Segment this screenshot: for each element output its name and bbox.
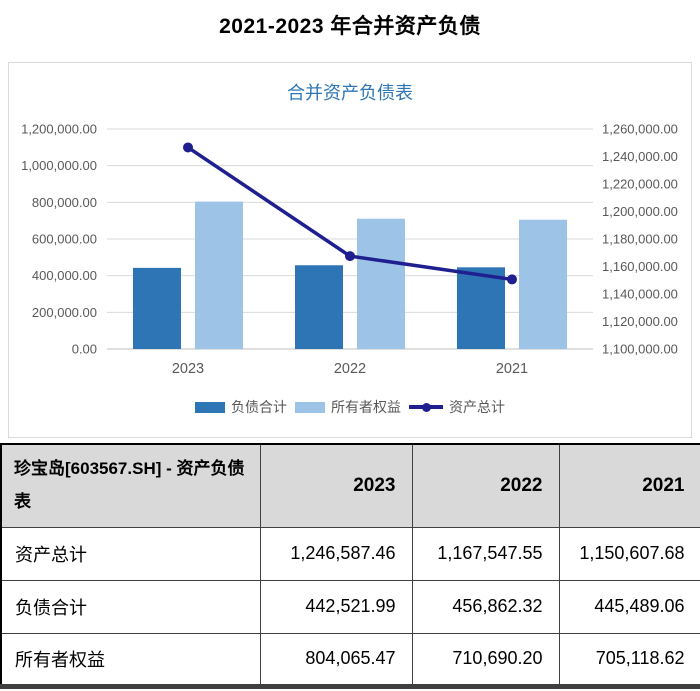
legend-label-total-assets: 资产总计 — [449, 399, 505, 415]
cell-value: 442,521.99 — [259, 579, 413, 634]
chart-title: 合并资产负债表 — [287, 83, 413, 103]
cell-value: 1,150,607.68 — [558, 526, 700, 581]
table-row-liabilities: 负债合计 442,521.99 456,862.32 445,489.06 — [0, 579, 700, 634]
line-marker-2023 — [183, 142, 193, 153]
right-axis-tick: 1,120,000.00 — [602, 314, 678, 329]
table-header-row: 珍宝岛[603567.SH] - 资产负债表 2023 2022 2021 — [0, 443, 700, 528]
cell-value: 804,065.47 — [259, 632, 413, 687]
left-axis-tick: 1,200,000.00 — [21, 122, 97, 137]
right-axis-tick: 1,220,000.00 — [602, 177, 678, 192]
legend-item-liabilities: 负债合计 — [195, 397, 287, 417]
cell-value: 456,862.32 — [411, 579, 560, 634]
bar-负债合计-2021 — [457, 267, 505, 349]
bar-所有者权益-2021 — [519, 219, 567, 349]
bar-所有者权益-2023 — [195, 201, 243, 349]
legend-label-equity: 所有者权益 — [331, 399, 401, 415]
legend-label-liabilities: 负债合计 — [231, 399, 287, 415]
bar-swatch-dark-icon — [195, 401, 225, 413]
bar-swatch-light-icon — [295, 401, 325, 413]
cell-value: 705,118.62 — [558, 632, 700, 687]
balance-sheet-table: 珍宝岛[603567.SH] - 资产负债表 2023 2022 2021 资产… — [0, 443, 700, 689]
category-label-2022: 2022 — [334, 361, 366, 377]
page-title: 2021-2023 年合并资产负债 — [219, 15, 481, 38]
right-axis-tick: 1,240,000.00 — [602, 149, 678, 164]
combo-chart: 0.00 200,000.00 400,000.00 600,000.00 800,00… — [21, 122, 678, 378]
chart-panel: 合并资产负债表 0.00 200,000.00 400,000.00 600,000.… — [8, 62, 692, 438]
right-axis-tick: 1,180,000.00 — [602, 232, 678, 247]
chart-legend: 负债合计 所有者权益 资产总计 — [9, 397, 691, 417]
bar-负债合计-2022 — [295, 265, 343, 349]
left-axis-tick: 600,000.00 — [32, 232, 97, 247]
line-marker-2022 — [345, 251, 355, 262]
column-header-2022: 2022 — [411, 443, 560, 528]
row-label: 负债合计 — [0, 579, 261, 634]
cell-value: 710,690.20 — [411, 632, 560, 687]
row-label: 所有者权益 — [0, 632, 261, 687]
column-header-2021: 2021 — [558, 443, 700, 528]
right-axis-tick: 1,160,000.00 — [602, 259, 678, 274]
cell-value: 1,167,547.55 — [411, 526, 560, 581]
table-row-equity: 所有者权益 804,065.47 710,690.20 705,118.62 — [0, 632, 700, 687]
table-title-cell: 珍宝岛[603567.SH] - 资产负债表 — [0, 443, 261, 528]
right-axis-tick: 1,140,000.00 — [602, 287, 678, 302]
table-row-total-assets: 资产总计 1,246,587.46 1,167,547.55 1,150,607… — [0, 526, 700, 581]
bar-所有者权益-2022 — [357, 218, 405, 349]
legend-item-total-assets: 资产总计 — [409, 397, 505, 417]
left-axis-tick: 200,000.00 — [32, 305, 97, 320]
cell-value: 445,489.06 — [558, 579, 700, 634]
category-label-2023: 2023 — [172, 361, 204, 377]
left-axis-tick: 1,000,000.00 — [21, 158, 97, 173]
line-swatch-icon — [409, 402, 443, 412]
legend-item-equity: 所有者权益 — [295, 397, 401, 417]
right-axis-tick: 1,260,000.00 — [602, 122, 678, 137]
left-axis-tick: 800,000.00 — [32, 195, 97, 210]
right-axis-tick: 1,200,000.00 — [602, 204, 678, 219]
column-header-2023: 2023 — [259, 443, 413, 528]
cell-value: 1,246,587.46 — [259, 526, 413, 581]
line-marker-2021 — [507, 274, 517, 285]
category-label-2021: 2021 — [496, 361, 528, 377]
left-axis-tick: 0.00 — [72, 342, 97, 357]
right-axis-tick: 1,100,000.00 — [602, 342, 678, 357]
left-axis-tick: 400,000.00 — [32, 268, 97, 283]
row-label: 资产总计 — [0, 526, 261, 581]
bar-负债合计-2023 — [133, 267, 181, 349]
